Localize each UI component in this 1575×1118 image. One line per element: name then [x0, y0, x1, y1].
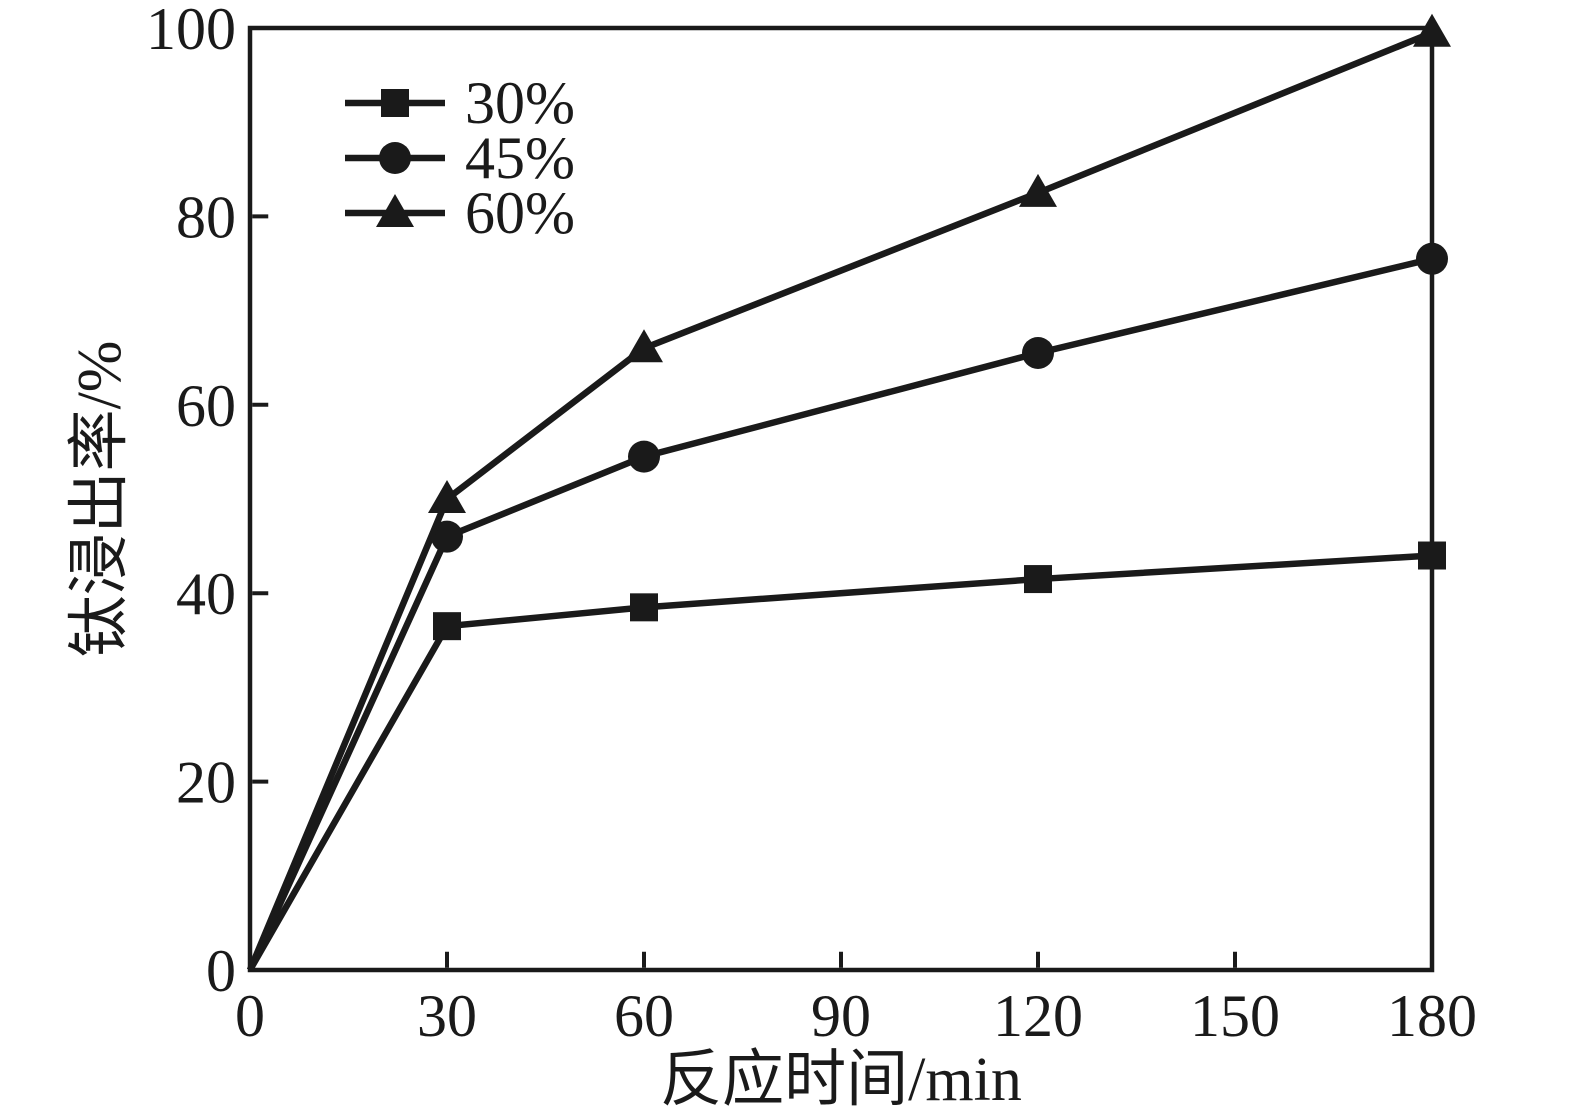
- x-tick-label: 60: [614, 983, 674, 1049]
- data-point-45%: [1416, 242, 1448, 275]
- x-tick-label: 90: [811, 983, 871, 1049]
- data-point-60%: [428, 480, 466, 513]
- x-axis-title: 反应时间/min: [660, 1046, 1022, 1114]
- x-tick-label: 150: [1190, 983, 1280, 1049]
- y-tick-label: 20: [176, 750, 236, 816]
- y-axis-title: 钛浸出率/%: [66, 341, 134, 658]
- y-tick-label: 40: [176, 561, 236, 627]
- legend-circle-icon: [379, 142, 411, 174]
- data-point-60%: [625, 329, 663, 363]
- series-line-30%: [247, 552, 1433, 972]
- data-point-60%: [1019, 173, 1057, 207]
- data-point-30%: [1418, 541, 1446, 570]
- data-point-30%: [1024, 565, 1052, 594]
- y-tick-label: 60: [176, 373, 236, 439]
- data-point-30%: [433, 612, 461, 641]
- data-point-45%: [431, 520, 463, 553]
- legend-label: 30%: [465, 70, 575, 136]
- y-tick-label: 80: [176, 184, 236, 250]
- data-point-30%: [630, 593, 658, 622]
- legend-label: 60%: [465, 180, 575, 246]
- x-tick-label: 0: [235, 983, 265, 1049]
- series-line-45%: [247, 255, 1433, 972]
- x-tick-label: 30: [417, 983, 477, 1049]
- y-tick-label: 100: [146, 0, 236, 62]
- data-point-60%: [1413, 13, 1451, 47]
- series-line-60%: [247, 29, 1434, 972]
- x-tick-label: 180: [1387, 983, 1477, 1049]
- plot-frame: [247, 25, 1435, 973]
- data-point-45%: [628, 440, 660, 473]
- y-tick-label: 0: [206, 938, 236, 1004]
- data-point-45%: [1022, 336, 1054, 369]
- legend-label: 45%: [465, 125, 575, 191]
- legend-triangle-icon: [376, 194, 414, 227]
- legend-square-icon: [381, 89, 409, 117]
- x-tick-label: 120: [993, 983, 1083, 1049]
